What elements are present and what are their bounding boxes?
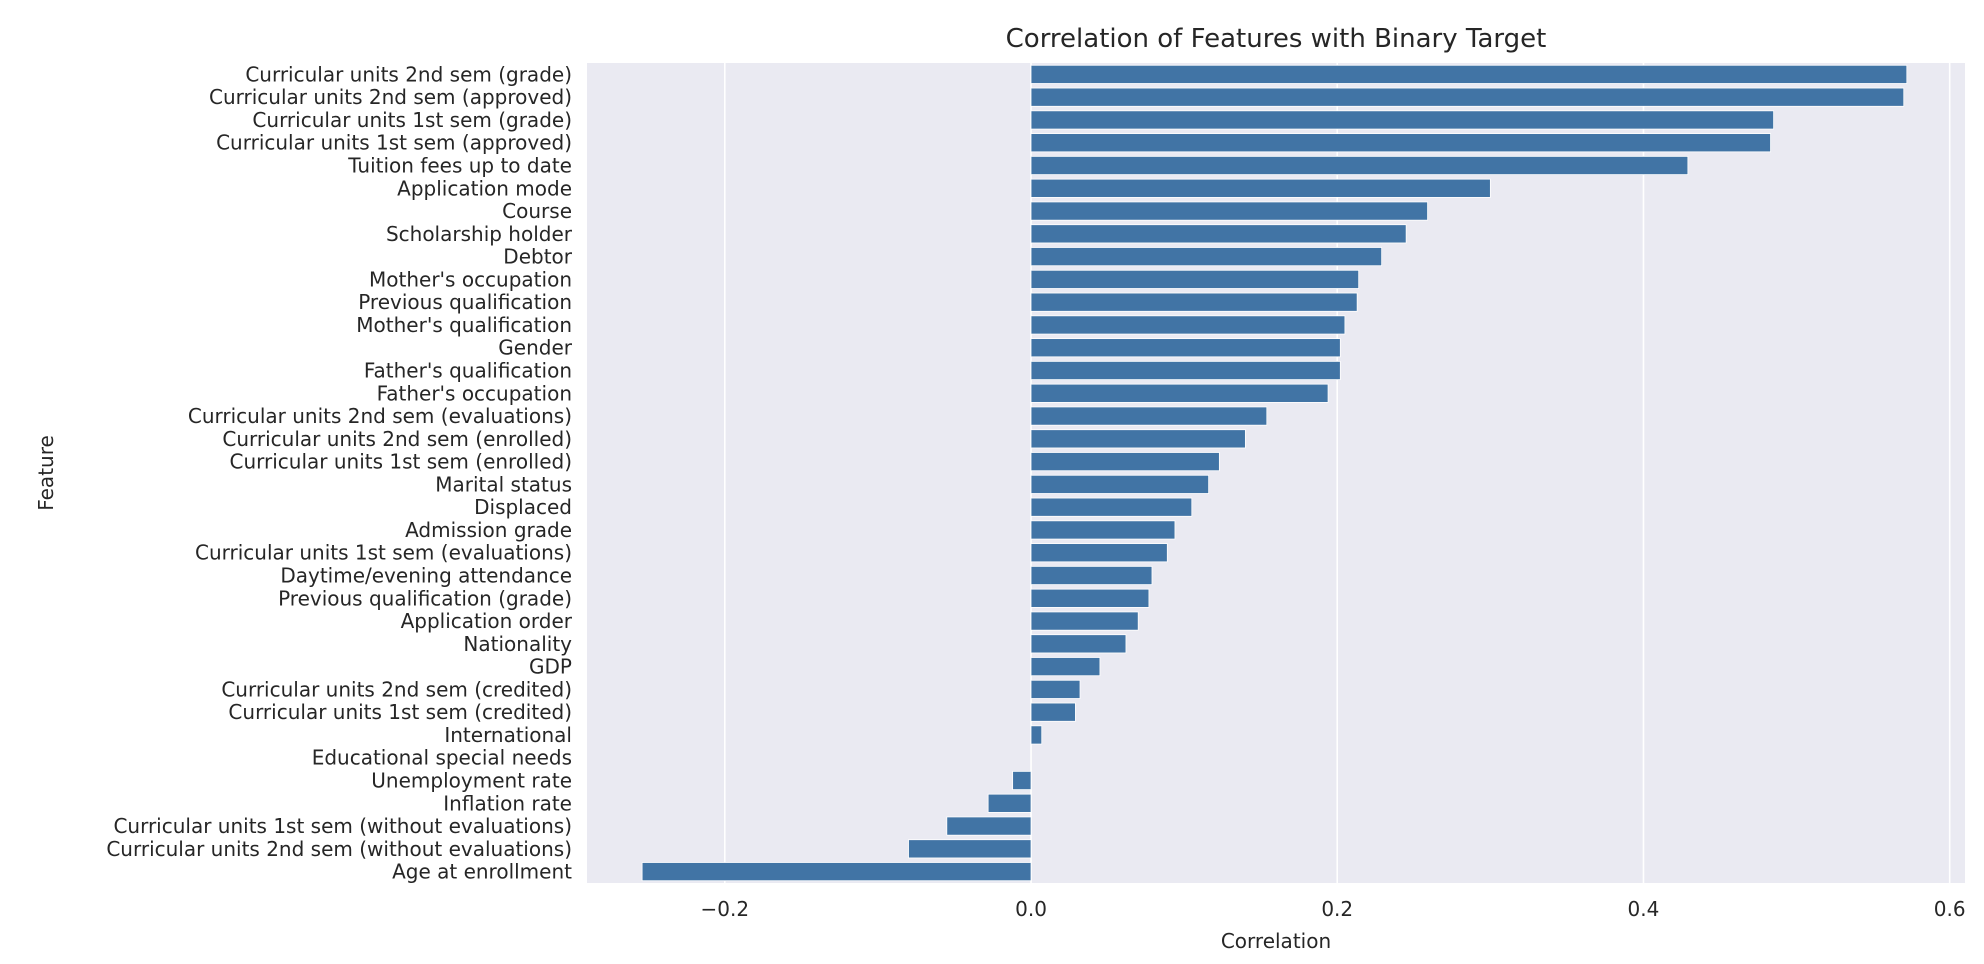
- category-label: Curricular units 2nd sem (grade): [245, 62, 572, 86]
- bar: [1030, 725, 1043, 745]
- x-tick-label: 0.4: [1628, 897, 1660, 921]
- category-label: Gender: [498, 336, 572, 360]
- bar: [1030, 429, 1246, 449]
- category-label: Displaced: [474, 495, 572, 519]
- category-label: Curricular units 1st sem (evaluations): [195, 541, 572, 565]
- category-label: Nationality: [463, 632, 572, 656]
- bar: [1030, 155, 1689, 176]
- bar: [1030, 611, 1139, 631]
- bar: [1030, 520, 1176, 540]
- category-label: Curricular units 2nd sem (credited): [221, 677, 572, 701]
- bar: [908, 839, 1032, 859]
- category-label: Age at enrollment: [392, 860, 572, 884]
- chart-title: Correlation of Features with Binary Targ…: [1006, 24, 1547, 54]
- x-axis-label: Correlation: [1221, 929, 1331, 953]
- bar: [987, 793, 1032, 813]
- bar: [1030, 383, 1329, 403]
- bar: [1030, 269, 1360, 289]
- bar: [1030, 338, 1341, 358]
- x-tick-label: 0.0: [1015, 897, 1047, 921]
- bar: [641, 862, 1032, 882]
- category-label: Curricular units 2nd sem (without evalua…: [106, 837, 572, 861]
- category-label: International: [444, 723, 572, 747]
- category-label: Course: [502, 199, 572, 223]
- bar: [1030, 224, 1407, 244]
- category-label: Curricular units 1st sem (credited): [228, 700, 572, 724]
- bar: [946, 816, 1032, 836]
- x-tick-label: −0.2: [701, 897, 750, 921]
- category-label: Curricular units 1st sem (grade): [252, 108, 572, 132]
- bars: [641, 64, 1908, 882]
- category-label: Mother's qualification: [356, 313, 572, 337]
- category-label: Curricular units 1st sem (approved): [216, 131, 572, 155]
- bar: [1030, 178, 1491, 198]
- bar: [1030, 247, 1383, 267]
- bar: [1030, 702, 1076, 722]
- category-label: Previous qualification: [358, 290, 572, 314]
- category-label: GDP: [529, 655, 572, 679]
- category-label: Tuition fees up to date: [347, 154, 572, 178]
- x-tick-label: 0.6: [1934, 897, 1966, 921]
- bar: [1030, 133, 1771, 153]
- category-label: Curricular units 2nd sem (approved): [209, 85, 572, 109]
- category-label: Curricular units 1st sem (without evalua…: [113, 814, 572, 838]
- category-label: Admission grade: [405, 518, 572, 542]
- bar: [1030, 64, 1908, 84]
- category-label: Application mode: [397, 176, 572, 200]
- bar: [1030, 497, 1193, 517]
- bar: [1030, 634, 1127, 654]
- plot-area: [587, 63, 1965, 883]
- x-tick-labels: −0.2 0.0 0.2 0.4 0.6: [701, 897, 1966, 921]
- category-label: Curricular units 2nd sem (evaluations): [188, 404, 572, 428]
- bar: [1030, 679, 1081, 699]
- bar: [1030, 565, 1153, 586]
- bar: [1030, 87, 1905, 107]
- category-labels: Curricular units 2nd sem (grade)Curricul…: [106, 62, 572, 883]
- gridlines: [723, 63, 1951, 883]
- x-tick-label: 0.2: [1321, 897, 1353, 921]
- bar: [1030, 360, 1341, 381]
- category-label: Marital status: [435, 472, 572, 496]
- category-label: Father's occupation: [377, 381, 572, 405]
- bar: [1030, 657, 1101, 677]
- bar: [1012, 770, 1032, 791]
- bar: [1030, 292, 1358, 312]
- bar: [1030, 588, 1150, 608]
- category-label: Mother's occupation: [369, 267, 572, 291]
- bar: [1030, 201, 1428, 221]
- category-label: Educational special needs: [312, 746, 572, 770]
- category-label: Curricular units 2nd sem (enrolled): [222, 427, 572, 451]
- bar: [1030, 110, 1775, 130]
- bar: [1030, 452, 1220, 472]
- category-label: Application order: [401, 609, 573, 633]
- bar: [1030, 543, 1168, 563]
- category-label: Scholarship holder: [386, 222, 573, 246]
- bar: [1030, 474, 1210, 494]
- category-label: Curricular units 1st sem (enrolled): [229, 450, 572, 474]
- category-label: Inflation rate: [443, 791, 572, 815]
- category-label: Daytime/evening attendance: [280, 564, 572, 588]
- category-label: Debtor: [503, 245, 572, 269]
- bar: [1030, 315, 1346, 335]
- category-label: Previous qualification (grade): [278, 586, 572, 610]
- bar: [1030, 406, 1268, 426]
- category-label: Father's qualification: [364, 359, 572, 383]
- category-label: Unemployment rate: [371, 769, 572, 793]
- y-axis-label: Feature: [34, 435, 58, 511]
